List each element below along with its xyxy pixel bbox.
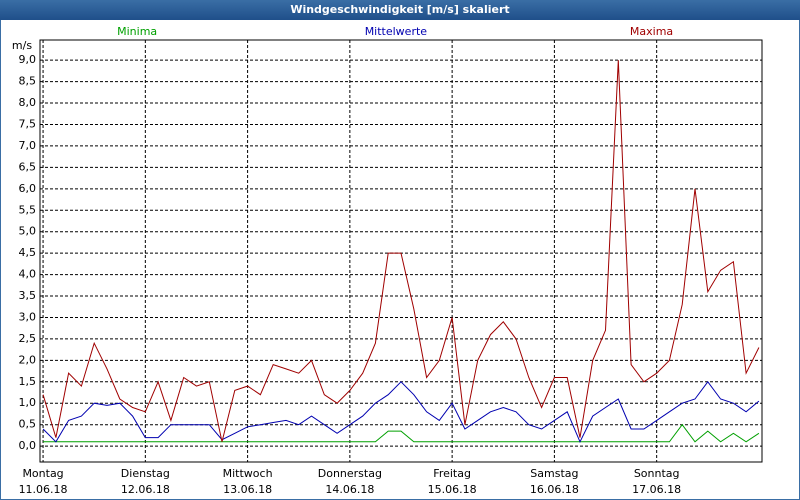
- y-tick-label: 5,5: [19, 203, 37, 216]
- title-bar: [0, 0, 800, 20]
- x-tick-label: Sonntag: [634, 467, 680, 480]
- series-line: [42, 380, 760, 443]
- x-tick-label: Dienstag: [121, 467, 170, 480]
- legend-entry: Mittelwerte: [365, 25, 428, 38]
- y-tick-label: 2,5: [19, 332, 37, 345]
- y-tick-label: 6,5: [19, 160, 37, 173]
- y-tick-label: 7,0: [19, 139, 37, 152]
- x-tick-label: Freitag: [433, 467, 471, 480]
- y-tick-label: 3,0: [19, 310, 37, 323]
- x-tick-label: Samstag: [530, 467, 578, 480]
- y-tick-label: 4,5: [19, 246, 37, 259]
- x-tick-label: Mittwoch: [223, 467, 273, 480]
- y-tick-label: 5,0: [19, 225, 37, 238]
- y-tick-label: 0,0: [19, 439, 37, 452]
- y-tick-label: 1,5: [19, 375, 37, 388]
- x-tick-label: Donnerstag: [318, 467, 382, 480]
- x-tick-date: 17.06.18: [632, 483, 681, 496]
- y-tick-label: 4,0: [19, 268, 37, 281]
- x-tick-date: 15.06.18: [428, 483, 477, 496]
- x-tick-date: 11.06.18: [19, 483, 68, 496]
- legend-entry: Maxima: [630, 25, 673, 38]
- y-tick-label: 2,0: [19, 353, 37, 366]
- y-tick-label: 8,0: [19, 96, 37, 109]
- y-tick-label: 7,5: [19, 117, 37, 130]
- legend-entry: Minima: [117, 25, 157, 38]
- series-line: [43, 423, 760, 443]
- y-tick-label: 1,0: [19, 396, 37, 409]
- y-tick-label: 8,5: [19, 75, 37, 88]
- y-tick-label: 9,0: [19, 53, 37, 66]
- y-tick-label: 6,0: [19, 182, 37, 195]
- x-tick-date: 16.06.18: [530, 483, 579, 496]
- y-tick-label: 0,5: [19, 418, 37, 431]
- series-line: [42, 60, 760, 442]
- x-tick-date: 12.06.18: [121, 483, 170, 496]
- plot-frame: [39, 39, 763, 463]
- x-tick-label: Montag: [22, 467, 63, 480]
- chart-title: Windgeschwindigkeit [m/s] skaliert: [290, 3, 509, 16]
- x-tick-date: 13.06.18: [223, 483, 272, 496]
- x-tick-date: 14.06.18: [325, 483, 374, 496]
- y-unit: m/s: [12, 39, 32, 52]
- y-tick-label: 3,5: [19, 289, 37, 302]
